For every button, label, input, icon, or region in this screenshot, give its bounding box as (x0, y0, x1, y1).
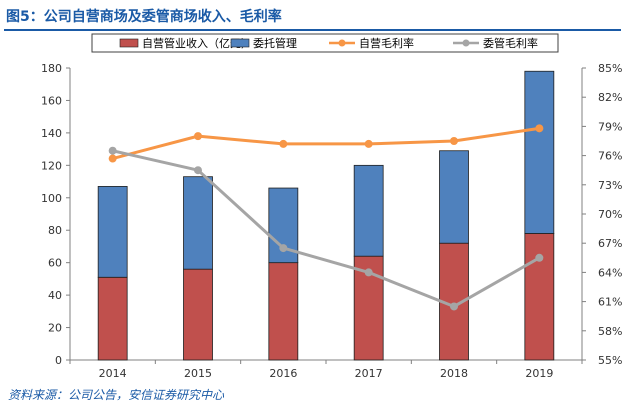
y-right-tick-label: 61% (598, 296, 622, 309)
point-managed-margin (535, 253, 544, 262)
y-left-tick-label: 80 (48, 224, 62, 237)
y-left-tick-label: 0 (55, 354, 62, 367)
y-right-tick-label: 58% (598, 325, 622, 338)
y-right-tick-label: 79% (598, 120, 622, 133)
legend-label: 委管毛利率 (483, 36, 538, 50)
y-left-tick-label: 160 (41, 94, 62, 107)
bar-self-revenue (524, 233, 555, 361)
y-right-tick-label: 55% (598, 354, 622, 367)
point-self-margin (194, 132, 202, 141)
y-right-tick-label: 85% (598, 62, 622, 75)
point-self-margin (364, 139, 373, 148)
y-left-tick-label: 20 (48, 322, 62, 335)
y-left-tick-label: 40 (48, 289, 62, 302)
legend-box (91, 33, 559, 53)
y-right-tick-label: 73% (598, 179, 622, 192)
point-self-margin (535, 124, 544, 133)
figure-title: 图5：公司自营商场及委管商场收入、毛利率 (6, 9, 282, 25)
bar-self-revenue (353, 255, 384, 361)
y-left-tick-label: 100 (41, 192, 62, 205)
bar-self-revenue (268, 262, 299, 361)
legend-swatch (119, 38, 139, 48)
legend-label: 自营管业收入（亿元） (142, 36, 252, 50)
point-self-margin (108, 154, 117, 163)
point-self-margin (279, 139, 288, 148)
point-managed-margin (194, 166, 202, 175)
y-right-tick-label: 67% (598, 237, 622, 250)
x-tick-label: 2016 (269, 367, 297, 380)
bar-managed-revenue (439, 150, 469, 244)
legend-label: 自营毛利率 (359, 36, 414, 50)
point-self-margin (450, 137, 458, 145)
point-managed-margin (108, 146, 117, 155)
x-tick-label: 2017 (355, 367, 383, 380)
y-right-tick-label: 70% (598, 208, 622, 221)
y-left-tick-label: 60 (48, 257, 62, 270)
line-self-margin (112, 126, 540, 160)
x-tick-label: 2015 (184, 367, 212, 380)
title-rule (4, 29, 621, 31)
source-note: 资料来源：公司公告，安信证券研究中心 (8, 388, 225, 402)
y-right-tick-label: 76% (598, 150, 622, 163)
bar-managed-revenue (183, 176, 213, 270)
line-managed-margin (112, 149, 541, 308)
y-right-tick-label: 82% (598, 91, 622, 104)
legend-label: 委托管理 (253, 36, 297, 50)
x-tick-label: 2019 (525, 367, 553, 380)
x-tick-label: 2014 (99, 367, 127, 380)
bar-self-revenue (97, 276, 128, 361)
legend-marker (338, 39, 346, 47)
bar-managed-revenue (353, 164, 384, 257)
y-left-tick-label: 180 (41, 62, 62, 75)
y-right-tick-label: 64% (598, 266, 622, 279)
legend-swatch (230, 38, 250, 48)
bar-self-revenue (183, 268, 213, 361)
point-managed-margin (450, 302, 458, 311)
x-tick-label: 2018 (440, 367, 468, 380)
y-left-tick-label: 120 (41, 159, 62, 172)
point-managed-margin (279, 244, 288, 253)
y-left-tick-label: 140 (41, 127, 62, 140)
bar-managed-revenue (524, 70, 555, 234)
point-managed-margin (364, 268, 373, 277)
bar-managed-revenue (97, 186, 128, 278)
legend-marker (462, 39, 470, 47)
